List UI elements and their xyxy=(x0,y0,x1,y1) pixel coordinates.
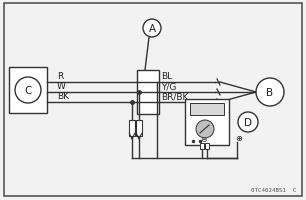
Circle shape xyxy=(15,78,41,103)
Text: ⊕: ⊕ xyxy=(235,133,242,142)
Circle shape xyxy=(238,112,258,132)
Text: A: A xyxy=(148,24,155,34)
Bar xyxy=(185,100,229,145)
Bar xyxy=(136,120,142,136)
Bar xyxy=(200,143,204,149)
Text: D: D xyxy=(244,117,252,127)
Text: B: B xyxy=(267,88,274,98)
Text: ⊖: ⊖ xyxy=(200,134,206,143)
Text: 0TC4024BS1  C: 0TC4024BS1 C xyxy=(252,187,297,192)
Bar xyxy=(190,103,224,115)
Bar xyxy=(137,71,159,114)
Text: BK: BK xyxy=(57,92,69,101)
Text: Y/G: Y/G xyxy=(161,82,176,91)
Text: BL: BL xyxy=(161,72,172,81)
Circle shape xyxy=(256,79,284,106)
Text: BR/BK: BR/BK xyxy=(161,92,188,101)
Bar xyxy=(9,68,47,113)
Bar xyxy=(205,143,209,149)
Text: C: C xyxy=(24,86,32,96)
Text: R: R xyxy=(57,72,63,81)
Circle shape xyxy=(196,120,214,138)
Text: W: W xyxy=(57,82,66,91)
Bar xyxy=(129,120,135,136)
Circle shape xyxy=(143,20,161,38)
